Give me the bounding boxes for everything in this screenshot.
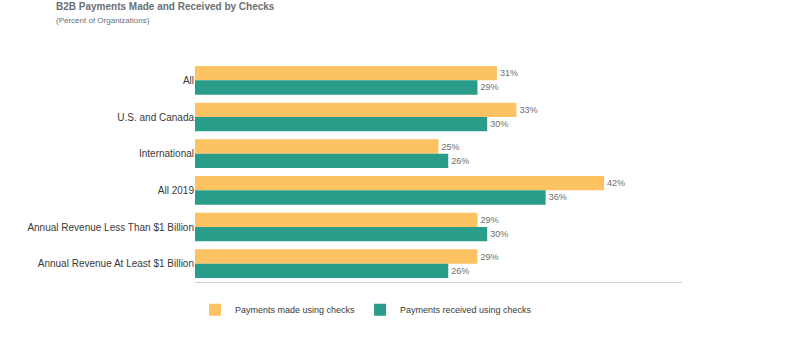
svg-text:All: All [183, 75, 194, 86]
svg-text:B2B Payments Made and Received: B2B Payments Made and Received by Checks [56, 1, 275, 12]
svg-text:29%: 29% [480, 82, 498, 92]
svg-text:30%: 30% [490, 119, 508, 129]
svg-text:International: International [139, 148, 194, 159]
svg-text:26%: 26% [451, 266, 469, 276]
svg-text:31%: 31% [500, 68, 518, 78]
svg-text:30%: 30% [490, 229, 508, 239]
svg-text:Annual Revenue Less Than $1 Bi: Annual Revenue Less Than $1 Billion [27, 222, 194, 233]
svg-text:29%: 29% [480, 215, 498, 225]
svg-text:Payments made using checks: Payments made using checks [235, 305, 355, 315]
svg-text:U.S. and Canada: U.S. and Canada [117, 112, 194, 123]
svg-text:33%: 33% [519, 105, 537, 115]
svg-text:All 2019: All 2019 [158, 185, 195, 196]
svg-text:29%: 29% [480, 252, 498, 262]
svg-text:36%: 36% [549, 192, 567, 202]
svg-text:Annual Revenue At Least $1 Bil: Annual Revenue At Least $1 Billion [38, 258, 194, 269]
svg-text:26%: 26% [451, 156, 469, 166]
svg-text:(Percent of Organizations): (Percent of Organizations) [56, 16, 150, 25]
svg-text:42%: 42% [607, 178, 625, 188]
svg-text:Payments received using checks: Payments received using checks [400, 305, 532, 315]
svg-text:25%: 25% [442, 142, 460, 152]
